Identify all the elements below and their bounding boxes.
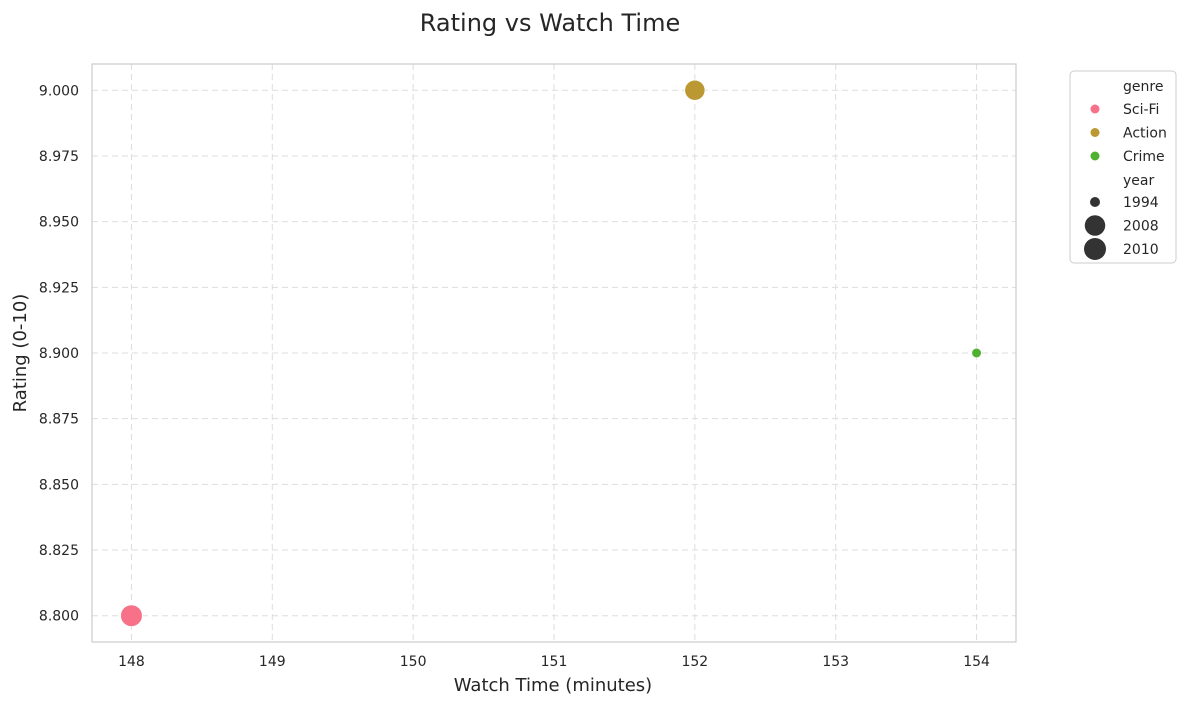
legend-label: 1994 bbox=[1123, 195, 1159, 211]
y-tick-label: 8.875 bbox=[39, 412, 79, 428]
y-tick-label: 8.925 bbox=[39, 280, 79, 296]
data-point-crime bbox=[971, 347, 983, 359]
legend-label: 2008 bbox=[1123, 219, 1159, 235]
x-tick-label: 154 bbox=[963, 654, 990, 670]
chart-title: Rating vs Watch Time bbox=[420, 9, 680, 37]
y-axis-ticks: 8.800 8.825 8.850 8.875 8.900 8.925 8.950 8.975… bbox=[39, 83, 79, 624]
legend-hue-title: genre bbox=[1123, 79, 1163, 95]
legend-size-title: year bbox=[1123, 173, 1154, 189]
legend-marker-sci-fi bbox=[1090, 104, 1100, 114]
y-tick-label: 9.000 bbox=[39, 83, 79, 99]
x-tick-label: 150 bbox=[400, 654, 427, 670]
legend-marker-crime bbox=[1090, 151, 1100, 161]
y-tick-label: 8.900 bbox=[39, 346, 79, 362]
y-tick-label: 8.950 bbox=[39, 215, 79, 231]
data-points bbox=[119, 79, 983, 628]
grid bbox=[92, 64, 1016, 642]
x-tick-label: 153 bbox=[822, 654, 849, 670]
x-tick-label: 149 bbox=[259, 654, 286, 670]
legend-size-marker bbox=[1084, 215, 1106, 236]
data-point-action bbox=[684, 79, 706, 102]
x-axis-ticks: 148 149 150 151 152 153 154 bbox=[118, 654, 990, 670]
x-tick-label: 151 bbox=[541, 654, 568, 670]
legend-size-marker bbox=[1084, 238, 1106, 260]
legend-label: Action bbox=[1123, 126, 1167, 142]
x-axis-label: Watch Time (minutes) bbox=[454, 675, 652, 696]
legend-label: Crime bbox=[1123, 149, 1165, 165]
legend-frame bbox=[1069, 70, 1177, 264]
legend-size-marker bbox=[1090, 197, 1100, 207]
data-point-sci-fi bbox=[119, 604, 143, 628]
y-tick-label: 8.800 bbox=[39, 609, 79, 625]
x-tick-label: 152 bbox=[681, 654, 708, 670]
legend-label: Sci-Fi bbox=[1123, 102, 1159, 118]
y-tick-label: 8.850 bbox=[39, 477, 79, 493]
legend: genre year Sci-Fi Action Crime 1994 2008 2010 bbox=[1069, 70, 1177, 264]
y-tick-label: 8.825 bbox=[39, 543, 79, 559]
plot-area-frame bbox=[91, 63, 1017, 643]
legend-label: 2010 bbox=[1123, 242, 1159, 258]
legend-marker-action bbox=[1090, 128, 1100, 137]
y-tick-label: 8.975 bbox=[39, 149, 79, 165]
x-tick-label: 148 bbox=[118, 654, 145, 670]
y-axis-label: Rating (0-10) bbox=[10, 294, 31, 413]
